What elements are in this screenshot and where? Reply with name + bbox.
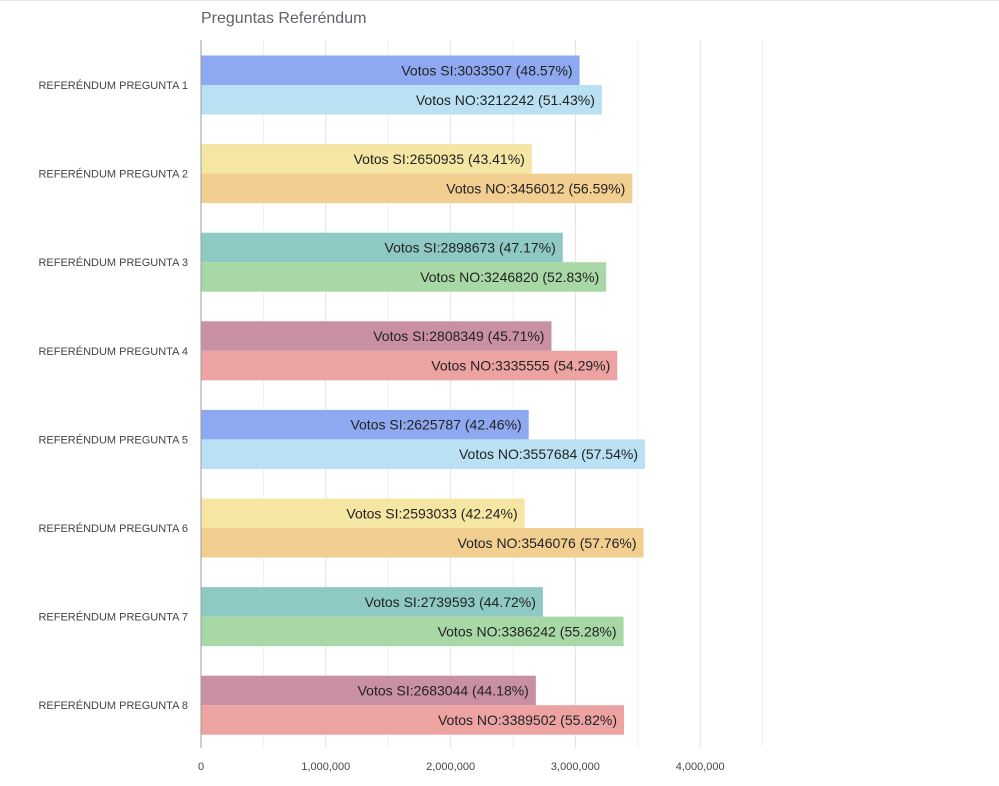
chart-title: Preguntas Referéndum (201, 10, 367, 27)
bar-label-si: Votos SI:2898673 (47.17%) (385, 239, 556, 255)
category-label: REFERÉNDUM PREGUNTA 2 (38, 168, 188, 181)
bar-label-no: Votos NO:3389502 (55.82%) (438, 712, 617, 728)
bar-si (201, 587, 543, 617)
x-tick-label: 0 (198, 761, 204, 773)
bar-no (201, 350, 618, 381)
bar-label-no: Votos NO:3546076 (57.76%) (458, 535, 637, 551)
category-label: REFERÉNDUM PREGUNTA 6 (38, 522, 188, 535)
bar-no (201, 705, 625, 735)
category-label: REFERÉNDUM PREGUNTA 8 (38, 699, 188, 712)
bar-label-si: Votos SI:2739593 (44.72%) (365, 594, 536, 610)
bar-no (201, 439, 645, 469)
x-tick-label: 3,000,000 (551, 761, 600, 773)
bar-no (201, 262, 607, 292)
bar-si (201, 498, 525, 528)
x-tick-label: 1,000,000 (301, 761, 350, 773)
bar-si (201, 321, 552, 351)
bar-label-si: Votos SI:2650935 (43.41%) (354, 151, 525, 167)
category-label: REFERÉNDUM PREGUNTA 1 (38, 79, 188, 92)
bar-label-no: Votos NO:3386242 (55.28%) (438, 623, 617, 639)
bar-si (201, 55, 580, 85)
bar-label-no: Votos NO:3246820 (52.83%) (420, 269, 599, 285)
bar-si (201, 409, 529, 440)
bar-label-si: Votos SI:2593033 (42.24%) (346, 505, 517, 521)
category-label: REFERÉNDUM PREGUNTA 4 (38, 345, 188, 358)
category-label: REFERÉNDUM PREGUNTA 3 (38, 256, 188, 269)
bar-si (201, 675, 536, 706)
bar-label-no: Votos NO:3456012 (56.59%) (446, 180, 625, 196)
bar-label-si: Votos SI:2625787 (42.46%) (350, 417, 521, 433)
bar-label-no: Votos NO:3557684 (57.54%) (459, 446, 638, 462)
bar-label-no: Votos NO:3335555 (54.29%) (431, 358, 610, 374)
bar-label-si: Votos SI:2808349 (45.71%) (373, 328, 544, 344)
top-divider (0, 0, 999, 1)
bar-label-si: Votos SI:3033507 (48.57%) (401, 62, 572, 78)
x-tick-label: 4,000,000 (676, 761, 725, 773)
bar-no (201, 616, 624, 647)
bar-no (201, 173, 633, 204)
bar-label-no: Votos NO:3212242 (51.43%) (416, 92, 595, 108)
bar-si (201, 232, 563, 263)
bar-si (201, 144, 532, 174)
category-label: REFERÉNDUM PREGUNTA 5 (38, 433, 188, 446)
category-label: REFERÉNDUM PREGUNTA 7 (38, 611, 188, 624)
bar-label-si: Votos SI:2683044 (44.18%) (358, 682, 529, 698)
bar-no (201, 528, 644, 558)
x-tick-label: 2,000,000 (426, 761, 475, 773)
bar-no (201, 85, 602, 115)
